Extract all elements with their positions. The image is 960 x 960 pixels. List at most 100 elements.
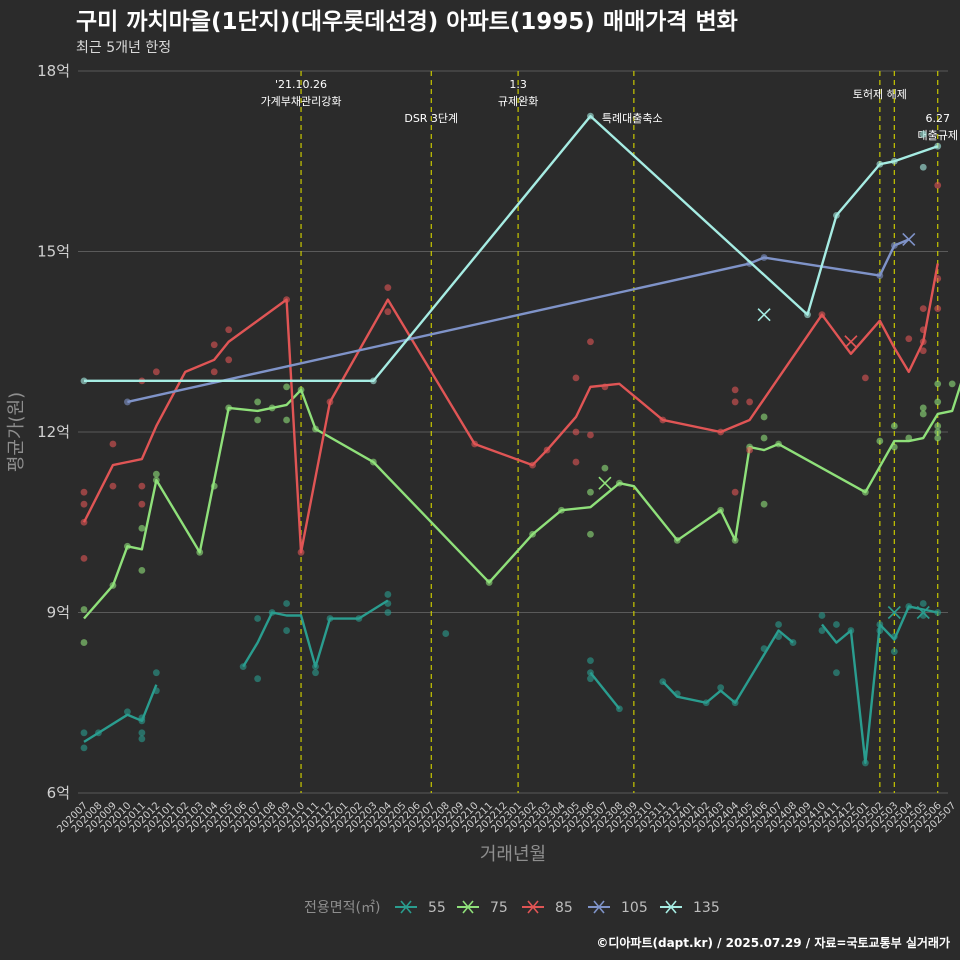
data-point-75 [587,488,594,496]
event-label: 대출규제 [917,129,957,142]
data-point-85 [80,488,88,496]
y-tick-label: 9억 [47,604,70,622]
data-point-55 [384,591,392,598]
legend-label: 55 [428,900,446,916]
data-point-75 [283,383,290,391]
data-point-75 [601,464,609,472]
data-point-85 [746,446,754,454]
event-label: DSR 3단계 [404,112,458,125]
y-tick-label: 12억 [37,423,70,441]
legend-swatch-cross [400,900,412,914]
data-point-55 [152,669,160,677]
series-line-55 [242,599,389,668]
chart-title: 구미 까치마을(1단지)(대우롯데선경) 아파트(1995) 매매가격 변화 [76,9,738,35]
legend-label: 85 [555,900,573,916]
data-point-135 [919,130,927,138]
legend-label: 135 [693,900,720,916]
cross-marker [844,335,858,349]
data-point-85 [109,440,117,448]
event-label: 규제완화 [498,95,538,108]
data-point-75 [283,416,290,424]
data-point-75 [934,434,942,442]
y-tick-label: 15억 [37,243,70,261]
data-point-75 [138,524,146,532]
data-point-85 [80,500,88,508]
event-label: 특례대출축소 [602,112,663,125]
data-point-75 [934,422,942,430]
data-point-85 [210,368,218,376]
data-point-85 [731,386,739,394]
data-point-55 [818,612,826,619]
data-point-55 [80,744,88,752]
event-label: 가계부채관리강화 [261,95,342,108]
data-point-75 [876,437,884,445]
legend-swatch-cross [462,900,474,914]
data-point-75 [890,422,898,430]
data-point-85 [384,308,392,316]
data-point-135 [919,163,927,171]
series-line-55 [83,684,158,743]
series-line-75 [83,382,960,620]
data-point-55 [254,615,262,622]
data-point-85 [572,428,580,436]
y-tick-label: 6억 [47,784,70,802]
data-point-55 [312,669,319,677]
legend-label: 105 [621,900,648,916]
data-point-85 [572,458,580,466]
data-point-55 [833,669,840,677]
data-point-55 [587,675,594,683]
legend-swatch-cross [593,900,605,914]
legend-swatch-cross [527,900,539,914]
data-point-85 [572,374,580,382]
data-point-55 [717,684,725,692]
data-point-85 [384,284,392,291]
data-point-75 [934,380,942,388]
data-point-75 [948,380,956,388]
data-point-85 [919,347,927,355]
event-label: 6.27 [925,112,950,125]
cross-marker [757,308,771,322]
data-point-55 [775,621,782,628]
data-point-75 [80,606,88,613]
data-point-75 [760,434,768,442]
data-point-75 [587,530,594,538]
data-point-85 [109,482,117,490]
data-point-75 [934,428,942,436]
data-point-85 [152,368,160,376]
data-point-55 [919,600,927,607]
data-point-85 [731,488,739,496]
series-line-135 [84,114,939,383]
legend-label: 75 [490,900,508,916]
data-point-85 [905,335,913,343]
data-point-85 [934,181,942,189]
data-point-75 [80,639,88,646]
legend-title: 전용면적(㎡) [304,900,380,916]
data-point-75 [760,500,768,508]
data-point-55 [254,675,262,683]
data-point-85 [934,305,942,313]
data-point-55 [587,657,594,665]
data-point-75 [254,416,262,424]
data-point-75 [919,410,927,418]
data-point-85 [861,374,869,382]
data-point-85 [587,431,594,439]
x-axis-title: 거래년월 [480,844,546,865]
data-point-85 [587,338,594,346]
data-point-85 [919,305,927,313]
data-point-55 [124,708,131,716]
data-point-75 [919,404,927,412]
data-point-55 [138,729,146,737]
data-point-85 [225,356,233,364]
event-label: 1.3 [509,78,527,91]
data-point-55 [283,627,290,634]
data-point-75 [254,398,262,406]
legend-swatch-cross [665,900,677,914]
data-point-55 [384,609,392,616]
data-point-55 [818,627,826,634]
data-point-85 [210,341,218,349]
data-point-55 [138,735,146,743]
chart-subtitle: 최근 5개년 한정 [76,40,172,56]
event-label: '21.10.26 [275,78,327,91]
data-point-55 [833,621,840,628]
